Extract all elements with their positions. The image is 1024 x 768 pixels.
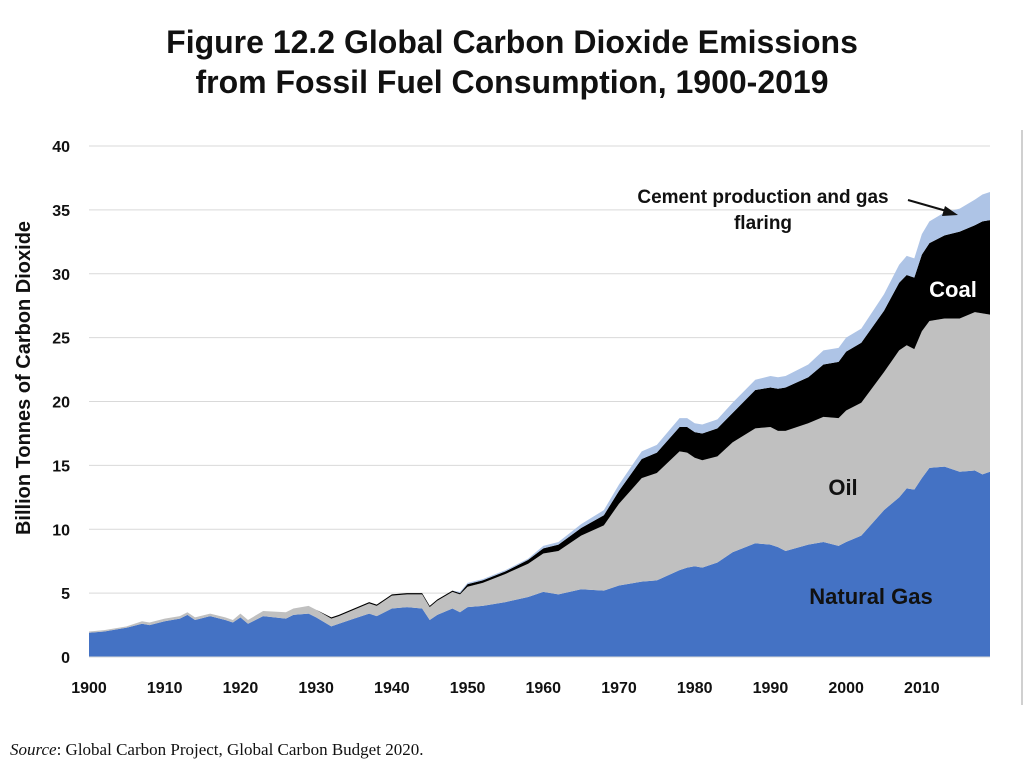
- y-tick-label-35: 35: [52, 203, 70, 220]
- y-tick-label-40: 40: [52, 139, 70, 156]
- x-tick-label-1980: 1980: [677, 680, 713, 697]
- x-tick-label-2000: 2000: [828, 680, 864, 697]
- series-label-coal: Coal: [929, 277, 977, 302]
- x-tick-label-1960: 1960: [525, 680, 561, 697]
- x-tick-label-1970: 1970: [601, 680, 637, 697]
- x-tick-label-1940: 1940: [374, 680, 410, 697]
- y-tick-label-30: 30: [52, 267, 70, 284]
- x-tick-label-2010: 2010: [904, 680, 940, 697]
- slide-edge-divider: [1021, 130, 1023, 705]
- y-tick-label-0: 0: [61, 650, 70, 667]
- source-prefix: Source: [10, 740, 57, 759]
- y-tick-label-20: 20: [52, 395, 70, 412]
- series-label-cement-line1: Cement production and gas: [637, 187, 888, 208]
- area-series-oil: [89, 312, 990, 633]
- y-tick-label-5: 5: [61, 586, 70, 603]
- cement-arrow-line: [907, 199, 951, 213]
- y-axis-title: Billion Tonnes of Carbon Dioxide: [13, 221, 35, 535]
- cement-arrow-head: [942, 206, 958, 216]
- x-tick-label-1930: 1930: [298, 680, 334, 697]
- series-label-cement-line2: flaring: [734, 213, 792, 234]
- series-label-oil: Oil: [828, 475, 857, 500]
- x-tick-label-1900: 1900: [71, 680, 107, 697]
- y-tick-label-15: 15: [52, 458, 70, 475]
- x-tick-label-1950: 1950: [450, 680, 486, 697]
- y-tick-label-10: 10: [52, 522, 70, 539]
- x-tick-label-1910: 1910: [147, 680, 183, 697]
- chart-title-line-2: from Fossil Fuel Consumption, 1900-2019: [195, 64, 829, 100]
- chart-title-line-1: Figure 12.2 Global Carbon Dioxide Emissi…: [166, 24, 858, 60]
- x-tick-label-1920: 1920: [223, 680, 259, 697]
- source-text: : Global Carbon Project, Global Carbon B…: [56, 740, 424, 759]
- y-tick-label-25: 25: [52, 331, 70, 348]
- source-note: Source: Global Carbon Project, Global Ca…: [10, 740, 423, 760]
- area-series-natural-gas: [89, 466, 990, 657]
- x-tick-label-1990: 1990: [753, 680, 789, 697]
- series-label-natural-gas: Natural Gas: [809, 584, 933, 609]
